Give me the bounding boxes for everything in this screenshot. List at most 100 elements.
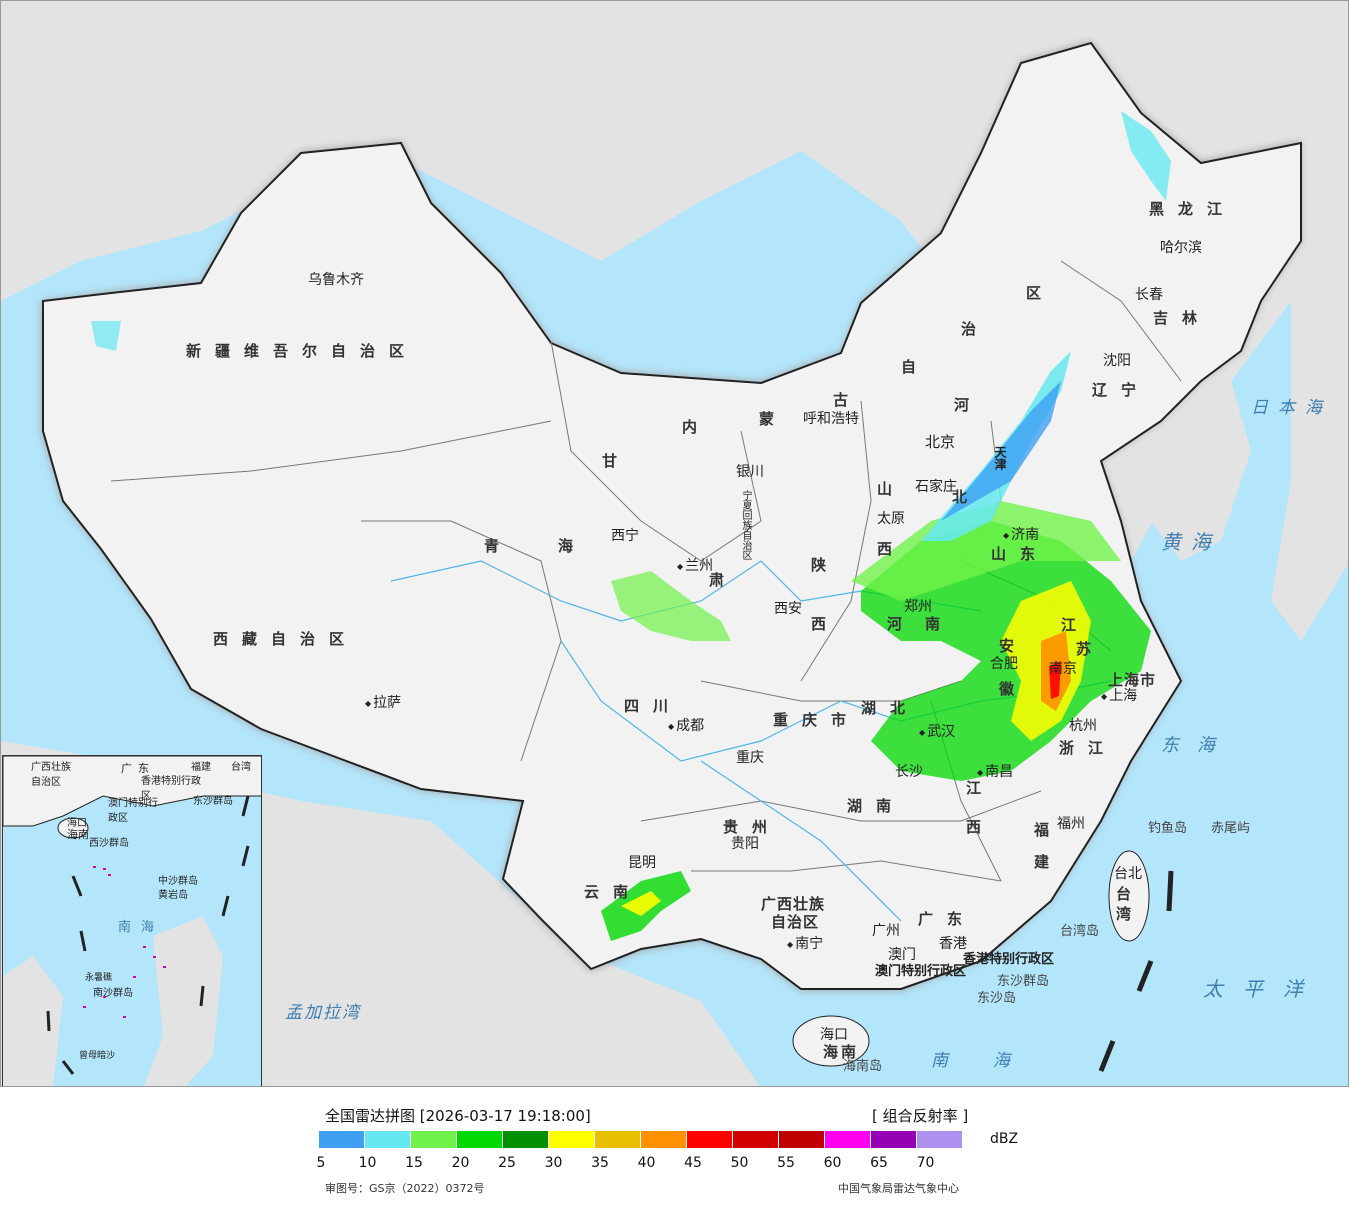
scale-swatch [411, 1131, 457, 1148]
sea-pacific: 太平洋 [1203, 977, 1323, 1001]
inset-map [3, 756, 261, 1086]
province-neimeng-3: 古 [833, 391, 863, 409]
scale-tick-label: 40 [637, 1155, 656, 1171]
legend-title: 全国雷达拼图 [2026-03-17 19:18:00] [325, 1107, 591, 1125]
province-shandong: 山东 [991, 545, 1050, 563]
radar-echoes [91, 111, 1171, 941]
province-hubei: 湖北 [861, 699, 920, 717]
scale-tick-label: 35 [591, 1155, 609, 1171]
province-shanxi-2: 西 [877, 540, 907, 558]
maritime-boundary [1098, 870, 1174, 1072]
sea-japan: 日本海 [1251, 398, 1332, 418]
city-changchun: 长春 [1135, 287, 1163, 303]
sea-bengal: 孟加拉湾 [285, 1003, 361, 1023]
island-chiwei: 赤尾屿 [1211, 821, 1251, 836]
province-yunnan: 云南 [584, 883, 643, 901]
echo-heilongjiang [1121, 111, 1171, 201]
island-diaoyu: 钓鱼岛 [1148, 821, 1188, 836]
province-qinghai-1: 青 [484, 537, 514, 555]
province-hainan-2: 南 [841, 1043, 871, 1061]
inset-label: 东沙群岛 [193, 796, 233, 807]
province-macau: 澳门特别行政区 [875, 964, 967, 979]
inset-label: 永暑礁 [85, 973, 113, 983]
city-kunming: 昆明 [628, 855, 656, 871]
inset-label: 香港特别行政区 [141, 776, 201, 802]
scale-swatch [733, 1131, 779, 1148]
inset-label: 海口 [67, 818, 87, 829]
province-zhejiang: 浙江 [1059, 739, 1118, 757]
scale-tick-label: 10 [358, 1155, 377, 1171]
scale-tick-label: 45 [684, 1155, 702, 1171]
legend-panel: 全国雷达拼图 [2026-03-17 19:18:00] [ 组合反射率 ] d… [0, 1087, 1349, 1208]
city-nanning: 南宁 [787, 933, 823, 953]
echo-north-cyan [921, 351, 1071, 541]
province-hebei-2: 北 [952, 488, 982, 506]
city-yinchuan: 银川 [736, 464, 764, 480]
province-jiangsu-2: 苏 [1076, 640, 1106, 658]
city-wuhan: 武汉 [919, 721, 955, 741]
echo-gansu [611, 571, 731, 641]
scale-swatch [779, 1131, 825, 1148]
city-shanghai: 上海 [1101, 685, 1137, 705]
province-jilin: 吉林 [1153, 309, 1212, 327]
scale-tick-label: 65 [870, 1155, 888, 1171]
sea-yellow: 黄海 [1161, 530, 1221, 554]
city-taiyuan: 太原 [877, 511, 905, 527]
approval-number: 审图号：GS京（2022）0372号 [325, 1182, 485, 1195]
city-nanchang: 南昌 [977, 761, 1013, 781]
scale-swatch [365, 1131, 411, 1148]
source-credit: 中国气象局雷达气象中心 [838, 1182, 959, 1195]
city-lanzhou: 兰州 [677, 555, 713, 575]
scale-swatch [641, 1131, 687, 1148]
inset-label: 南海 [118, 920, 165, 935]
city-hohhot: 呼和浩特 [803, 411, 859, 427]
inset-label: 福建 [191, 762, 211, 773]
city-hangzhou: 杭州 [1069, 718, 1097, 734]
province-anhui: 安徽 [997, 638, 1015, 724]
city-nanjing: 南京 [1049, 661, 1077, 677]
province-jiangxi-2: 西 [966, 818, 996, 836]
province-fujian-1: 福 [1034, 821, 1064, 839]
city-chengdu: 成都 [668, 715, 704, 735]
city-urumqi: 乌鲁木齐 [308, 272, 364, 288]
south-china-sea-inset: 广西壮族自治区 广东 福建 台湾 香港特别行政区 澳门特别行政区 东沙群岛 海口… [2, 755, 262, 1086]
province-qinghai-2: 海 [558, 537, 588, 555]
province-xizang: 西藏自治区 [213, 630, 359, 648]
province-neimeng-2: 蒙 [759, 410, 789, 428]
province-guizhou: 贵州 [723, 818, 782, 836]
scale-tick-label: 5 [316, 1155, 326, 1171]
province-henan-2: 南 [925, 615, 955, 633]
inset-label: 澳门特别行政区 [108, 798, 158, 824]
echo-jiangsu-red [1049, 661, 1061, 699]
province-taiwan-2: 湾 [1116, 905, 1146, 923]
city-beijing: 北京 [925, 433, 956, 451]
city-xining: 西宁 [611, 528, 639, 544]
hainan-island-shape [792, 1015, 870, 1067]
taiwan-island-shape [1108, 850, 1150, 942]
echo-xinjiang [91, 321, 121, 351]
inset-label: 曾母暗沙 [79, 1051, 116, 1061]
scale-tick-label: 60 [823, 1155, 842, 1171]
scale-swatch [457, 1131, 503, 1148]
province-fujian-2: 建 [1034, 853, 1064, 871]
province-heilongjiang: 黑龙江 [1149, 200, 1237, 218]
scale-swatch [549, 1131, 595, 1148]
province-xinjiang: 新疆维吾尔自治区 [186, 342, 419, 360]
province-jiangsu-1: 江 [1061, 616, 1091, 634]
island-taiwan: 台湾岛 [1060, 924, 1100, 939]
province-hunan: 湖南 [847, 797, 906, 815]
province-shaanxi-2: 西 [811, 615, 841, 633]
sea-east: 东海 [1161, 735, 1233, 756]
province-henan-1: 河 [887, 615, 917, 633]
province-hebei-1: 河 [954, 396, 984, 414]
color-scale [319, 1131, 963, 1148]
scale-swatch [871, 1131, 917, 1148]
city-taipei: 台北 [1114, 866, 1142, 882]
province-neimeng-4: 自 [901, 358, 931, 376]
city-harbin: 哈尔滨 [1160, 240, 1202, 256]
city-shenyang: 沈阳 [1103, 353, 1131, 369]
province-sichuan: 四川 [624, 697, 683, 715]
inset-label: 海南 [67, 828, 89, 841]
city-xian: 西安 [774, 601, 802, 617]
province-chongqing: 重庆市 [773, 711, 861, 729]
